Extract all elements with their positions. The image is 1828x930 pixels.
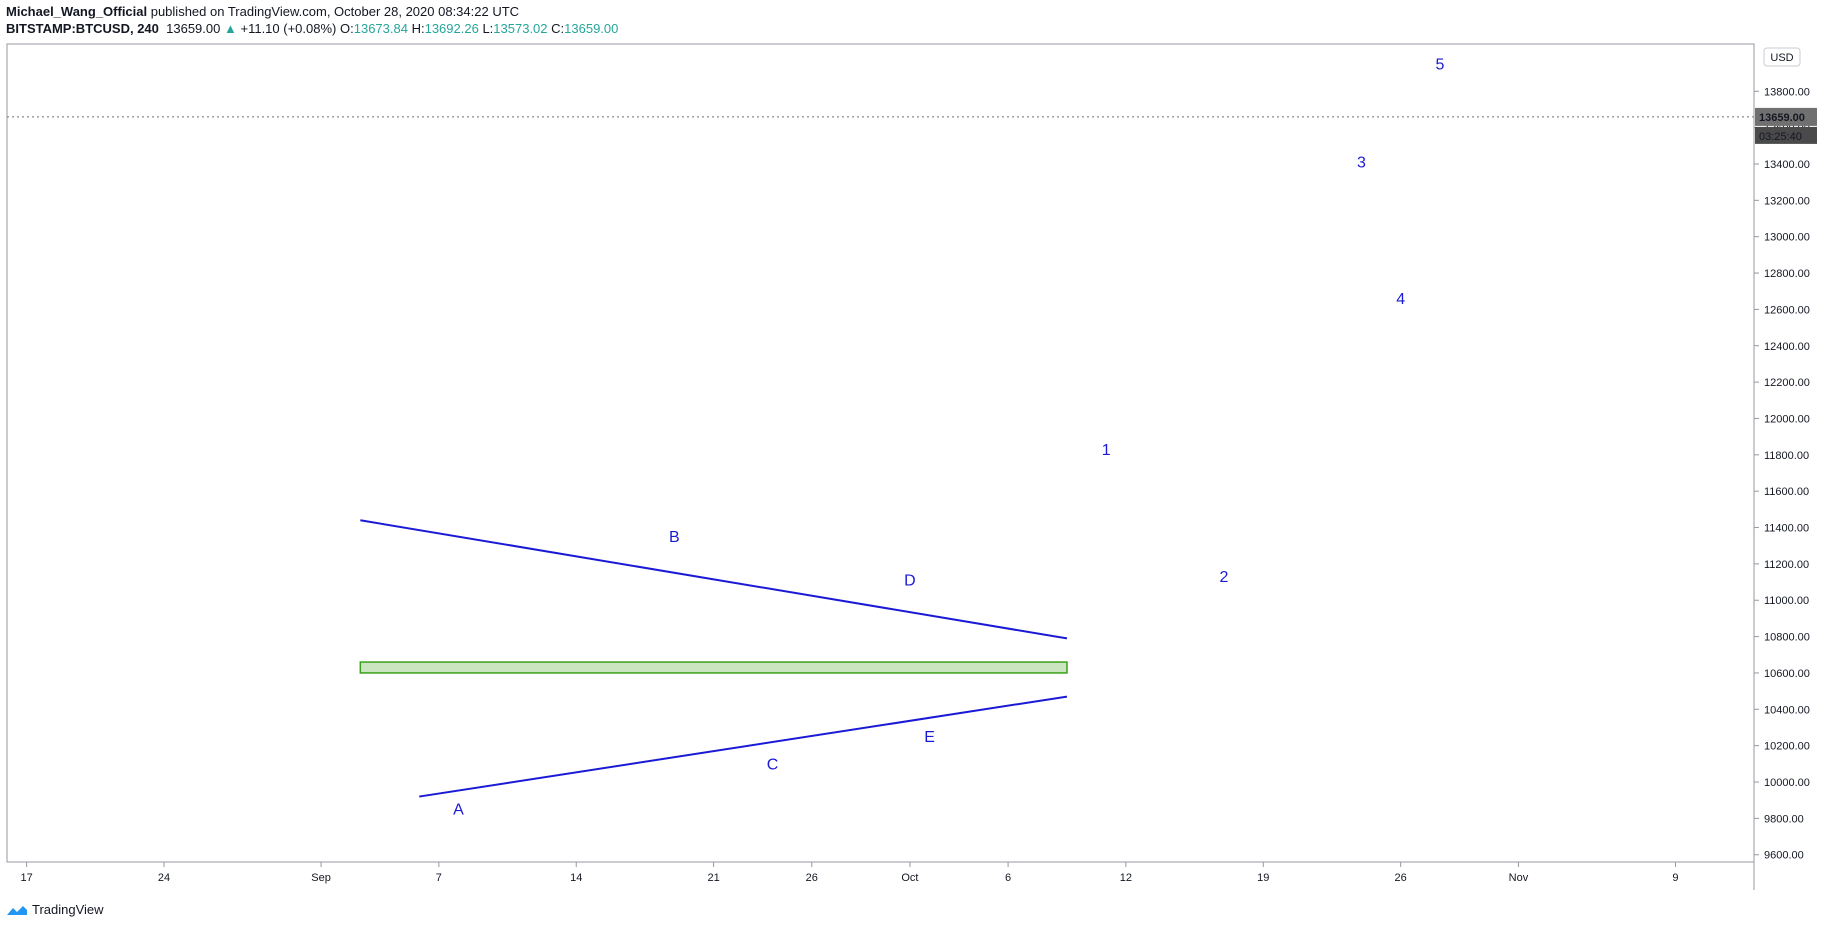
tradingview-logo-icon <box>7 905 27 915</box>
close-value: 13659.00 <box>564 21 619 36</box>
chart-header-line1: Michael_Wang_Official published on Tradi… <box>6 4 519 19</box>
price-chart[interactable]: 9600.009800.0010000.0010200.0010400.0010… <box>0 0 1828 900</box>
y-tick-label: 9800.00 <box>1764 813 1804 825</box>
y-tick-label: 12800.00 <box>1764 268 1810 280</box>
author-name[interactable]: Michael_Wang_Official <box>6 4 148 19</box>
triangle-upper-line[interactable] <box>360 519 1068 640</box>
y-tick-label: 12600.00 <box>1764 304 1810 316</box>
wave-label-e: E <box>924 729 935 746</box>
x-tick-label: 9 <box>1672 872 1678 884</box>
price-change: +11.10 (+0.08%) <box>240 21 337 36</box>
y-tick-label: 11400.00 <box>1764 523 1809 535</box>
y-tick-label: 10200.00 <box>1764 741 1810 753</box>
wave-label-1: 1 <box>1102 442 1111 459</box>
x-tick-label: 19 <box>1257 872 1269 884</box>
plot-area[interactable] <box>6 43 1755 863</box>
open-label: O: <box>340 21 354 36</box>
wave-label-a: A <box>453 802 464 819</box>
triangle-lower-line[interactable] <box>419 695 1068 798</box>
change-up-icon: ▲ <box>223 21 237 36</box>
x-tick-label: Sep <box>311 872 331 884</box>
y-tick-label: 12400.00 <box>1764 341 1810 353</box>
y-tick-label: 13200.00 <box>1764 195 1810 207</box>
wave-label-d: D <box>904 573 916 590</box>
wave-label-5: 5 <box>1435 56 1444 73</box>
x-tick-label: 7 <box>436 872 442 884</box>
y-tick-label: 13000.00 <box>1764 232 1810 244</box>
countdown-tag <box>1755 126 1817 144</box>
symbol-label[interactable]: BITSTAMP:BTCUSD, 240 <box>6 21 159 36</box>
x-tick-label: 17 <box>21 872 33 884</box>
x-tick-label: 21 <box>708 872 720 884</box>
last-price-label: 13659.00 <box>1759 112 1805 124</box>
x-tick-label: 26 <box>806 872 818 884</box>
brand-label[interactable]: TradingView <box>32 902 104 917</box>
last-price: 13659.00 <box>166 21 221 36</box>
countdown-label: 03:25:40 <box>1759 131 1802 143</box>
y-tick-label: 13800.00 <box>1764 86 1810 98</box>
y-tick-label: 11000.00 <box>1764 595 1809 607</box>
x-tick-label: Nov <box>1509 872 1529 884</box>
high-value: 13692.26 <box>424 21 479 36</box>
high-label: H: <box>411 21 425 36</box>
low-label: L: <box>482 21 494 36</box>
support-zone[interactable] <box>359 661 1068 674</box>
published-text: published on TradingView.com, October 28… <box>147 4 520 19</box>
currency-button[interactable] <box>1763 47 1801 67</box>
open-value: 13673.84 <box>353 21 408 36</box>
y-tick-label: 9600.00 <box>1764 850 1804 862</box>
y-tick-label: 10800.00 <box>1764 632 1810 644</box>
y-tick-label: 11200.00 <box>1764 559 1809 571</box>
footer: TradingView <box>6 902 104 917</box>
currency-label: USD <box>1770 52 1793 64</box>
x-tick-label: 14 <box>570 872 582 884</box>
x-tick-label: 6 <box>1005 872 1011 884</box>
wave-label-3: 3 <box>1357 155 1366 172</box>
x-tick-label: 26 <box>1395 872 1407 884</box>
y-tick-label: 13400.00 <box>1764 159 1810 171</box>
wave-label-4: 4 <box>1396 291 1405 308</box>
y-tick-label: 10000.00 <box>1764 777 1810 789</box>
y-tick-label: 11600.00 <box>1764 486 1809 498</box>
x-tick-label: 12 <box>1120 872 1132 884</box>
last-price-tag <box>1755 107 1817 126</box>
close-label: C: <box>551 21 565 36</box>
x-tick-label: 24 <box>158 872 170 884</box>
y-tick-label: 12000.00 <box>1764 413 1810 425</box>
y-tick-label: 10400.00 <box>1764 704 1810 716</box>
chart-header-line2: BITSTAMP:BTCUSD, 240 13659.00 ▲ +11.10 (… <box>6 21 618 36</box>
low-value: 13573.02 <box>493 21 548 36</box>
wave-label-c: C <box>767 756 779 773</box>
wave-label-2: 2 <box>1220 569 1229 586</box>
y-tick-label: 11800.00 <box>1764 450 1809 462</box>
x-tick-label: Oct <box>901 872 918 884</box>
wave-label-b: B <box>669 529 680 546</box>
y-tick-label: 12200.00 <box>1764 377 1810 389</box>
y-tick-label: 10600.00 <box>1764 668 1810 680</box>
